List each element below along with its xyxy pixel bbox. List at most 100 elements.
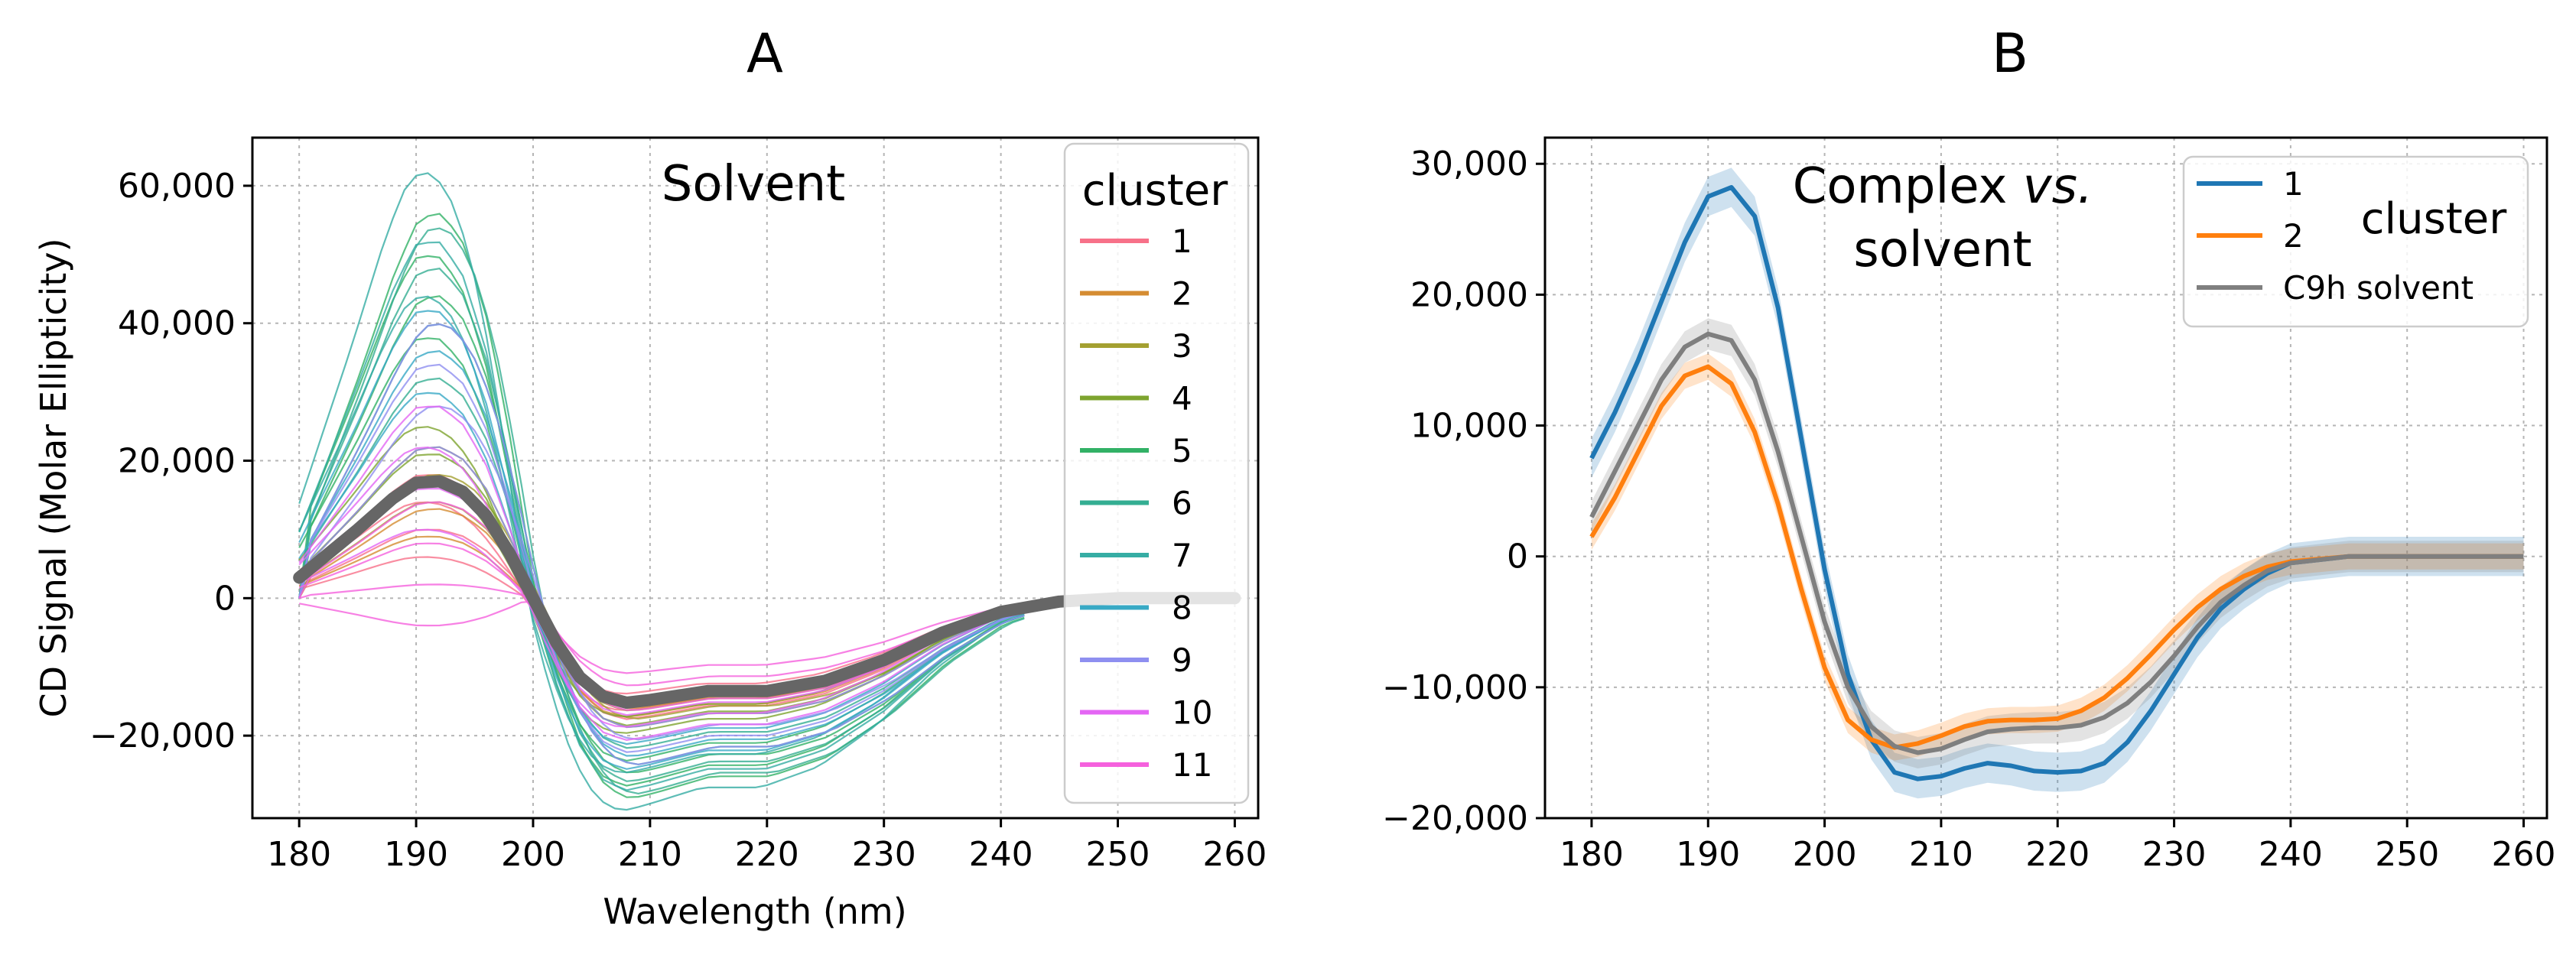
y-tick-label: 40,000 bbox=[118, 304, 236, 343]
panel-a-title: A bbox=[746, 22, 783, 85]
panel-b-annotation-line1: Complex vs. bbox=[1793, 158, 2093, 215]
x-tick-label: 230 bbox=[852, 835, 916, 874]
cluster-11-spectrum bbox=[298, 600, 1025, 674]
x-tick-label: 190 bbox=[1676, 835, 1740, 874]
y-tick-label: 20,000 bbox=[118, 442, 236, 481]
panel-a-frame bbox=[251, 136, 1260, 820]
series-C9h-solvent-ci-band bbox=[1591, 318, 2524, 768]
cluster-9-spectrum bbox=[298, 405, 1025, 741]
x-tick-label: 180 bbox=[267, 835, 331, 874]
cluster-10-spectrum bbox=[298, 446, 1025, 728]
y-tick-label: 30,000 bbox=[1410, 145, 1528, 184]
legend-label-cluster-6: 6 bbox=[1172, 485, 1192, 522]
panel-b-annotation-complex: Complex bbox=[1793, 158, 2023, 215]
x-tick-label: 260 bbox=[2492, 835, 2556, 874]
legend-label-cluster-9: 9 bbox=[1172, 642, 1192, 679]
cluster-11-spectrum bbox=[298, 583, 1025, 687]
panel-a-legend-title: cluster bbox=[1082, 166, 1228, 216]
cluster-7-spectrum bbox=[298, 295, 1025, 774]
panel-b-bands bbox=[1591, 167, 2524, 799]
cluster-2-spectrum bbox=[298, 535, 1025, 702]
x-tick-label: 250 bbox=[2375, 835, 2439, 874]
x-tick-label: 240 bbox=[969, 835, 1033, 874]
mean-spectrum-line bbox=[293, 475, 1241, 709]
panel-b-annotation-vs: vs. bbox=[2023, 158, 2093, 215]
cluster-8-spectrum bbox=[298, 391, 1025, 745]
y-tick-label: −10,000 bbox=[1382, 668, 1528, 707]
panel-a-ylabel: CD Signal (Molar Ellipticity) bbox=[33, 238, 74, 717]
panel-a-legend: cluster 1 2 3 4 5 6 7 8 9 10 11 bbox=[1063, 142, 1250, 804]
panel-b-legend-entries: 1 2 C9h solvent bbox=[2197, 165, 2474, 307]
legend-label-2: 2 bbox=[2283, 217, 2304, 255]
legend-label-C9h-solvent: C9h solvent bbox=[2283, 269, 2474, 307]
panel-b-title: B bbox=[1992, 22, 2028, 85]
panel-a-legend-entries: 1 2 3 4 5 6 7 8 9 10 11 bbox=[1080, 223, 1212, 784]
cluster-1-spectrum bbox=[298, 474, 1025, 720]
cluster-4-spectrum bbox=[298, 426, 1025, 734]
x-tick-label: 220 bbox=[2025, 835, 2090, 874]
x-tick-label: 250 bbox=[1086, 835, 1150, 874]
legend-label-cluster-2: 2 bbox=[1172, 275, 1192, 313]
x-tick-label: 260 bbox=[1202, 835, 1267, 874]
panel-b-lines bbox=[1589, 185, 2524, 781]
panel-a: A 180 190 200 210 220 230 240 250 260−20,000020,… bbox=[33, 22, 1267, 932]
cluster-7-spectrum bbox=[298, 172, 1025, 811]
legend-label-cluster-10: 10 bbox=[1172, 694, 1212, 732]
cluster-9-spectrum bbox=[298, 446, 1025, 729]
panel-a-annotation: Solvent bbox=[662, 156, 845, 213]
x-tick-label: 240 bbox=[2259, 835, 2323, 874]
legend-label-cluster-1: 1 bbox=[1172, 223, 1192, 260]
x-tick-label: 200 bbox=[1793, 835, 1857, 874]
x-tick-label: 210 bbox=[618, 835, 682, 874]
panel-b-ticks: 180 190 200 210 220 230 240 250 260−20,000−10,00… bbox=[1382, 145, 2555, 874]
y-tick-label: −20,000 bbox=[89, 716, 236, 755]
panel-b-annotation-line2: solvent bbox=[1853, 222, 2031, 278]
cluster-9-spectrum bbox=[298, 323, 1025, 765]
cluster-7-spectrum bbox=[298, 241, 1025, 791]
cluster-1-spectrum bbox=[298, 528, 1025, 703]
series-2-line bbox=[1589, 364, 2524, 750]
legend-label-cluster-7: 7 bbox=[1172, 537, 1192, 574]
cluster-8-spectrum bbox=[298, 350, 1025, 757]
series-C9h-solvent-line bbox=[1589, 331, 2524, 755]
y-tick-label: 0 bbox=[1507, 538, 1528, 577]
panel-a-xlabel: Wavelength (nm) bbox=[603, 891, 906, 932]
legend-label-cluster-5: 5 bbox=[1172, 432, 1192, 469]
cluster-9-spectrum bbox=[298, 363, 1025, 753]
panel-a-mean-line bbox=[293, 475, 1241, 709]
x-tick-label: 180 bbox=[1560, 835, 1624, 874]
cluster-11-spectrum bbox=[298, 542, 1025, 700]
cluster-5-spectrum bbox=[298, 255, 1025, 787]
legend-label-1: 1 bbox=[2283, 165, 2304, 203]
y-tick-label: 10,000 bbox=[1410, 407, 1528, 446]
cluster-5-spectrum bbox=[298, 213, 1025, 798]
cluster-6-spectrum bbox=[298, 227, 1025, 795]
cluster-10-spectrum bbox=[298, 528, 1025, 703]
y-tick-label: 0 bbox=[214, 579, 236, 618]
legend-label-cluster-8: 8 bbox=[1172, 590, 1192, 627]
cluster-5-spectrum bbox=[298, 295, 1025, 774]
legend-label-cluster-4: 4 bbox=[1172, 380, 1192, 417]
x-tick-label: 210 bbox=[1909, 835, 1973, 874]
cluster-6-spectrum bbox=[298, 268, 1025, 782]
cluster-8-spectrum bbox=[298, 310, 1025, 770]
panel-a-legend-box bbox=[1063, 142, 1250, 804]
legend-label-cluster-11: 11 bbox=[1172, 746, 1212, 784]
series-1-ci-band bbox=[1591, 167, 2524, 799]
y-tick-label: −20,000 bbox=[1382, 799, 1528, 838]
panel-b-frame bbox=[1543, 136, 2548, 820]
y-tick-label: 60,000 bbox=[118, 167, 236, 206]
panel-b-legend: cluster 1 2 C9h solvent bbox=[2182, 155, 2529, 328]
cluster-10-spectrum bbox=[298, 405, 1025, 742]
panel-a-ticks: 180 190 200 210 220 230 240 250 260−20,000020,00… bbox=[89, 167, 1267, 874]
y-tick-label: 20,000 bbox=[1410, 275, 1528, 314]
panel-b-legend-title: cluster bbox=[2361, 194, 2507, 244]
panel-b-legend-box bbox=[2182, 155, 2529, 328]
x-tick-label: 220 bbox=[735, 835, 799, 874]
series-1-line bbox=[1589, 185, 2524, 781]
x-tick-label: 190 bbox=[384, 835, 448, 874]
panel-b: B 180 190 200 210 220 230 240 250 260−20,000−10,… bbox=[1382, 22, 2555, 874]
x-tick-label: 230 bbox=[2142, 835, 2207, 874]
series-2-ci-band bbox=[1591, 353, 2524, 761]
